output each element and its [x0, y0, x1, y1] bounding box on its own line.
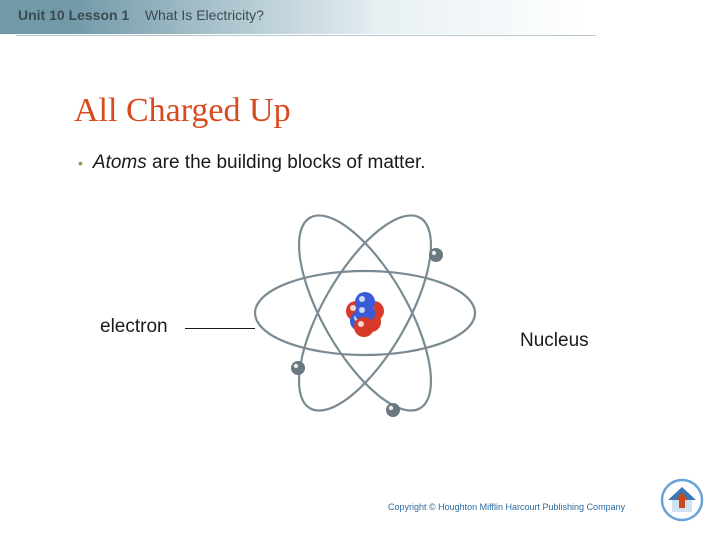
electron — [291, 361, 305, 375]
lesson-label: Lesson 1 — [69, 7, 130, 23]
electron — [429, 248, 443, 262]
electron-label: electron — [100, 316, 168, 338]
proton — [354, 317, 374, 337]
unit-label: Unit 10 — [18, 7, 65, 23]
bullet-row: • Atoms are the building blocks of matte… — [78, 152, 426, 174]
lesson-title: What Is Electricity? — [145, 7, 264, 23]
page-title: All Charged Up — [74, 92, 291, 130]
home-icon[interactable] — [660, 478, 704, 522]
header-text: Unit 10 Lesson 1 What Is Electricity? — [18, 7, 264, 23]
particle-highlight — [359, 296, 365, 302]
electron-highlight — [389, 406, 393, 410]
header-underline — [16, 35, 596, 36]
particle-highlight — [358, 321, 364, 327]
copyright-text: Copyright © Houghton Mifflin Harcourt Pu… — [388, 502, 625, 512]
header-bar: Unit 10 Lesson 1 What Is Electricity? — [0, 0, 720, 40]
bullet-rest: are the building blocks of matter. — [147, 152, 426, 173]
electron-highlight — [432, 251, 436, 255]
atom-diagram — [240, 188, 490, 438]
electron — [386, 403, 400, 417]
particle-highlight — [350, 305, 356, 311]
bullet-emph: Atoms — [93, 152, 147, 173]
bullet-dot-icon: • — [78, 156, 83, 170]
particle-highlight — [359, 307, 365, 313]
bullet-text: Atoms are the building blocks of matter. — [93, 152, 426, 174]
slide: Unit 10 Lesson 1 What Is Electricity? Al… — [0, 0, 720, 540]
electron-highlight — [294, 364, 298, 368]
nucleus-label: Nucleus — [520, 330, 589, 352]
